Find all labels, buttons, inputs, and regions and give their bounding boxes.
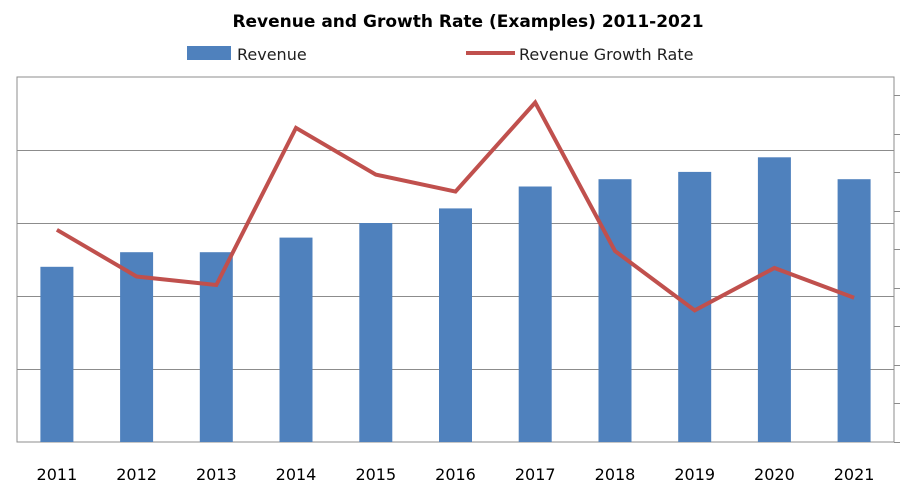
bar-revenue-2015 (359, 223, 393, 442)
bar-revenue-2021 (837, 179, 871, 442)
bar-revenue-2017 (518, 186, 552, 442)
x-tick-label-2019: 2019 (674, 465, 715, 484)
chart-title: Revenue and Growth Rate (Examples) 2011-… (232, 12, 703, 32)
x-tick-label-2015: 2015 (355, 465, 396, 484)
legend-swatch-revenue (187, 46, 231, 60)
x-tick-label-2017: 2017 (515, 465, 556, 484)
bar-revenue-2020 (757, 157, 791, 443)
x-tick-label-2020: 2020 (754, 465, 795, 484)
bar-revenue-2016 (439, 208, 472, 442)
x-tick-label-2018: 2018 (595, 465, 636, 484)
bar-revenue-2019 (678, 171, 712, 442)
plot-area: 2011 2012 2013 2014 2015 2016 2017 2018 2019 2020… (16, 76, 900, 484)
x-tick-label-2021: 2021 (834, 465, 875, 484)
x-tick-label-2016: 2016 (435, 465, 476, 484)
bar-revenue-2012 (120, 252, 154, 442)
x-tick-label-2013: 2013 (196, 465, 237, 484)
bar-revenue-2011 (40, 266, 74, 442)
x-tick-label-2012: 2012 (116, 465, 157, 484)
legend: Revenue Revenue Growth Rate (187, 45, 693, 64)
x-tick-label-2011: 2011 (37, 465, 78, 484)
legend-label-growth-rate: Revenue Growth Rate (519, 45, 693, 64)
legend-label-revenue: Revenue (237, 45, 307, 64)
x-tick-label-2014: 2014 (276, 465, 317, 484)
bar-revenue-2014 (279, 237, 313, 442)
bar-revenue-2018 (598, 179, 632, 442)
